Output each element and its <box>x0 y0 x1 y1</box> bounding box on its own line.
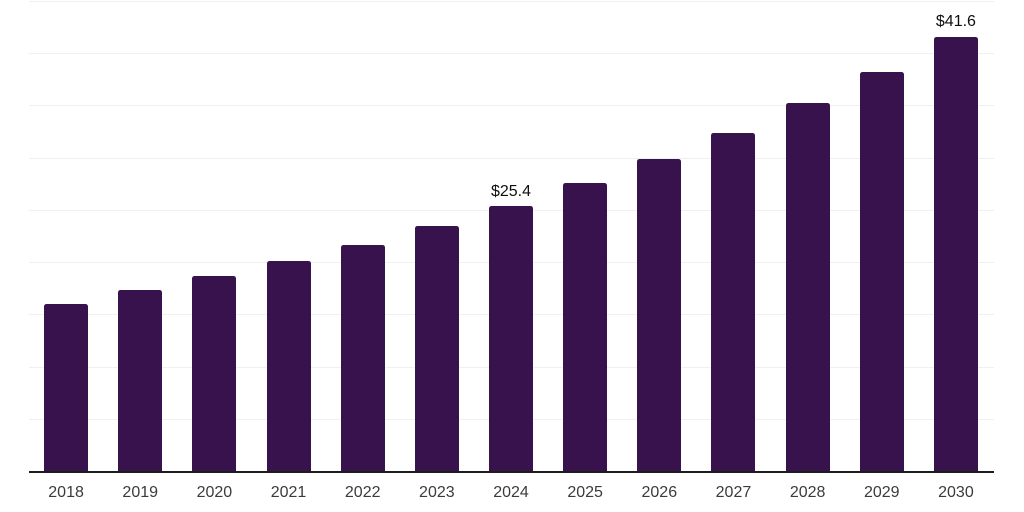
bar-2026 <box>637 158 682 471</box>
x-tick-2020: 2020 <box>196 484 233 501</box>
gridline <box>29 105 994 107</box>
data-label-2030: $41.6 <box>935 13 976 31</box>
x-tick-2026: 2026 <box>641 484 678 501</box>
x-tick-2025: 2025 <box>567 484 603 501</box>
bar-2027 <box>711 132 756 471</box>
x-tick-2022: 2022 <box>344 484 381 501</box>
gridline <box>29 157 994 159</box>
x-tick-2029: 2029 <box>863 484 900 501</box>
x-tick-2030: 2030 <box>938 484 974 501</box>
x-tick-2021: 2021 <box>270 484 307 501</box>
x-axis-line <box>29 471 994 473</box>
data-label-2024: $25.4 <box>490 182 532 200</box>
bar-2023 <box>414 225 459 471</box>
gridline <box>29 53 994 55</box>
bar-2028 <box>785 103 830 471</box>
bar-2018 <box>44 303 89 471</box>
x-tick-2023: 2023 <box>419 484 455 501</box>
x-tick-2024: 2024 <box>493 484 529 501</box>
bar-2019 <box>118 290 163 471</box>
bar-2029 <box>859 72 904 471</box>
gridline <box>29 1 994 2</box>
bar-2020 <box>192 275 237 471</box>
bar-2025 <box>563 182 608 471</box>
bar-2022 <box>340 245 385 471</box>
x-tick-2019: 2019 <box>122 484 159 501</box>
x-tick-2028: 2028 <box>789 484 826 501</box>
x-tick-2027: 2027 <box>715 484 752 501</box>
bar-2021 <box>266 261 311 471</box>
bar-2024 <box>489 205 533 471</box>
bar-2030 <box>933 36 978 471</box>
x-tick-2018: 2018 <box>48 484 84 501</box>
